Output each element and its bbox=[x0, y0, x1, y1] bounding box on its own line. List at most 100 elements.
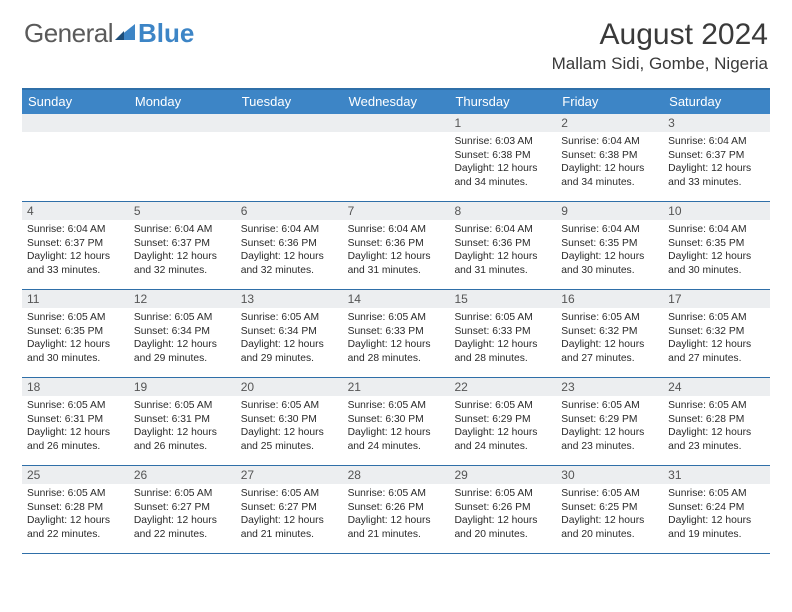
day-cell: 30Sunrise: 6:05 AMSunset: 6:25 PMDayligh… bbox=[556, 466, 663, 553]
sunrise-text: Sunrise: 6:05 AM bbox=[134, 487, 231, 501]
daylight-text: Daylight: 12 hours and 27 minutes. bbox=[561, 338, 658, 365]
day-content: Sunrise: 6:05 AMSunset: 6:29 PMDaylight:… bbox=[556, 396, 663, 458]
daylight-text: Daylight: 12 hours and 32 minutes. bbox=[241, 250, 338, 277]
sunrise-text: Sunrise: 6:05 AM bbox=[241, 311, 338, 325]
weekday-header: Wednesday bbox=[343, 90, 450, 114]
weekday-header-row: Sunday Monday Tuesday Wednesday Thursday… bbox=[22, 90, 770, 114]
day-cell: 7Sunrise: 6:04 AMSunset: 6:36 PMDaylight… bbox=[343, 202, 450, 289]
week-row: 25Sunrise: 6:05 AMSunset: 6:28 PMDayligh… bbox=[22, 466, 770, 554]
day-cell: 15Sunrise: 6:05 AMSunset: 6:33 PMDayligh… bbox=[449, 290, 556, 377]
sunrise-text: Sunrise: 6:05 AM bbox=[241, 399, 338, 413]
sunset-text: Sunset: 6:33 PM bbox=[454, 325, 551, 339]
day-content: Sunrise: 6:05 AMSunset: 6:35 PMDaylight:… bbox=[22, 308, 129, 370]
week-row: 11Sunrise: 6:05 AMSunset: 6:35 PMDayligh… bbox=[22, 290, 770, 378]
day-content: Sunrise: 6:04 AMSunset: 6:36 PMDaylight:… bbox=[236, 220, 343, 282]
day-content: Sunrise: 6:05 AMSunset: 6:34 PMDaylight:… bbox=[129, 308, 236, 370]
day-cell: 17Sunrise: 6:05 AMSunset: 6:32 PMDayligh… bbox=[663, 290, 770, 377]
day-cell bbox=[343, 114, 450, 201]
day-content: Sunrise: 6:04 AMSunset: 6:37 PMDaylight:… bbox=[129, 220, 236, 282]
logo: General Blue bbox=[24, 18, 194, 49]
day-number: 7 bbox=[343, 202, 450, 220]
day-content: Sunrise: 6:05 AMSunset: 6:25 PMDaylight:… bbox=[556, 484, 663, 546]
sunrise-text: Sunrise: 6:05 AM bbox=[561, 487, 658, 501]
day-content: Sunrise: 6:05 AMSunset: 6:30 PMDaylight:… bbox=[343, 396, 450, 458]
sunset-text: Sunset: 6:31 PM bbox=[27, 413, 124, 427]
day-content: Sunrise: 6:05 AMSunset: 6:32 PMDaylight:… bbox=[663, 308, 770, 370]
day-content: Sunrise: 6:04 AMSunset: 6:38 PMDaylight:… bbox=[556, 132, 663, 194]
sunset-text: Sunset: 6:32 PM bbox=[668, 325, 765, 339]
day-number: 21 bbox=[343, 378, 450, 396]
day-number bbox=[129, 114, 236, 132]
location-subtitle: Mallam Sidi, Gombe, Nigeria bbox=[552, 54, 768, 74]
day-cell: 5Sunrise: 6:04 AMSunset: 6:37 PMDaylight… bbox=[129, 202, 236, 289]
daylight-text: Daylight: 12 hours and 34 minutes. bbox=[454, 162, 551, 189]
sunrise-text: Sunrise: 6:04 AM bbox=[348, 223, 445, 237]
day-number: 2 bbox=[556, 114, 663, 132]
day-content: Sunrise: 6:05 AMSunset: 6:34 PMDaylight:… bbox=[236, 308, 343, 370]
daylight-text: Daylight: 12 hours and 33 minutes. bbox=[27, 250, 124, 277]
day-cell: 26Sunrise: 6:05 AMSunset: 6:27 PMDayligh… bbox=[129, 466, 236, 553]
day-cell: 4Sunrise: 6:04 AMSunset: 6:37 PMDaylight… bbox=[22, 202, 129, 289]
day-number: 16 bbox=[556, 290, 663, 308]
day-number: 9 bbox=[556, 202, 663, 220]
sunrise-text: Sunrise: 6:05 AM bbox=[134, 311, 231, 325]
sunset-text: Sunset: 6:36 PM bbox=[454, 237, 551, 251]
day-number: 18 bbox=[22, 378, 129, 396]
day-cell: 16Sunrise: 6:05 AMSunset: 6:32 PMDayligh… bbox=[556, 290, 663, 377]
daylight-text: Daylight: 12 hours and 28 minutes. bbox=[348, 338, 445, 365]
sunrise-text: Sunrise: 6:04 AM bbox=[561, 223, 658, 237]
day-number: 20 bbox=[236, 378, 343, 396]
sunset-text: Sunset: 6:35 PM bbox=[561, 237, 658, 251]
daylight-text: Daylight: 12 hours and 22 minutes. bbox=[27, 514, 124, 541]
day-cell: 9Sunrise: 6:04 AMSunset: 6:35 PMDaylight… bbox=[556, 202, 663, 289]
day-content: Sunrise: 6:05 AMSunset: 6:33 PMDaylight:… bbox=[343, 308, 450, 370]
day-cell: 10Sunrise: 6:04 AMSunset: 6:35 PMDayligh… bbox=[663, 202, 770, 289]
day-content: Sunrise: 6:05 AMSunset: 6:28 PMDaylight:… bbox=[663, 396, 770, 458]
day-number: 3 bbox=[663, 114, 770, 132]
day-cell: 29Sunrise: 6:05 AMSunset: 6:26 PMDayligh… bbox=[449, 466, 556, 553]
day-content: Sunrise: 6:05 AMSunset: 6:27 PMDaylight:… bbox=[129, 484, 236, 546]
day-number bbox=[343, 114, 450, 132]
day-cell: 11Sunrise: 6:05 AMSunset: 6:35 PMDayligh… bbox=[22, 290, 129, 377]
weekday-header: Saturday bbox=[663, 90, 770, 114]
day-number: 13 bbox=[236, 290, 343, 308]
sunset-text: Sunset: 6:37 PM bbox=[27, 237, 124, 251]
day-content: Sunrise: 6:05 AMSunset: 6:31 PMDaylight:… bbox=[129, 396, 236, 458]
day-cell: 8Sunrise: 6:04 AMSunset: 6:36 PMDaylight… bbox=[449, 202, 556, 289]
sunset-text: Sunset: 6:27 PM bbox=[241, 501, 338, 515]
daylight-text: Daylight: 12 hours and 26 minutes. bbox=[134, 426, 231, 453]
sunrise-text: Sunrise: 6:05 AM bbox=[561, 399, 658, 413]
daylight-text: Daylight: 12 hours and 30 minutes. bbox=[27, 338, 124, 365]
sunrise-text: Sunrise: 6:04 AM bbox=[668, 223, 765, 237]
daylight-text: Daylight: 12 hours and 23 minutes. bbox=[668, 426, 765, 453]
daylight-text: Daylight: 12 hours and 31 minutes. bbox=[454, 250, 551, 277]
title-block: August 2024 Mallam Sidi, Gombe, Nigeria bbox=[552, 18, 768, 74]
sunset-text: Sunset: 6:37 PM bbox=[668, 149, 765, 163]
day-number: 27 bbox=[236, 466, 343, 484]
day-content: Sunrise: 6:05 AMSunset: 6:32 PMDaylight:… bbox=[556, 308, 663, 370]
weekday-header: Thursday bbox=[449, 90, 556, 114]
sunrise-text: Sunrise: 6:05 AM bbox=[348, 311, 445, 325]
daylight-text: Daylight: 12 hours and 26 minutes. bbox=[27, 426, 124, 453]
sunrise-text: Sunrise: 6:05 AM bbox=[454, 487, 551, 501]
daylight-text: Daylight: 12 hours and 20 minutes. bbox=[454, 514, 551, 541]
sunset-text: Sunset: 6:34 PM bbox=[241, 325, 338, 339]
sunrise-text: Sunrise: 6:04 AM bbox=[241, 223, 338, 237]
day-content: Sunrise: 6:05 AMSunset: 6:30 PMDaylight:… bbox=[236, 396, 343, 458]
day-content: Sunrise: 6:04 AMSunset: 6:35 PMDaylight:… bbox=[663, 220, 770, 282]
daylight-text: Daylight: 12 hours and 34 minutes. bbox=[561, 162, 658, 189]
day-cell bbox=[236, 114, 343, 201]
sunset-text: Sunset: 6:29 PM bbox=[561, 413, 658, 427]
weekday-header: Monday bbox=[129, 90, 236, 114]
day-cell: 21Sunrise: 6:05 AMSunset: 6:30 PMDayligh… bbox=[343, 378, 450, 465]
day-cell: 25Sunrise: 6:05 AMSunset: 6:28 PMDayligh… bbox=[22, 466, 129, 553]
sunset-text: Sunset: 6:28 PM bbox=[27, 501, 124, 515]
sunrise-text: Sunrise: 6:05 AM bbox=[668, 399, 765, 413]
weekday-header: Sunday bbox=[22, 90, 129, 114]
weekday-header: Tuesday bbox=[236, 90, 343, 114]
day-content: Sunrise: 6:05 AMSunset: 6:27 PMDaylight:… bbox=[236, 484, 343, 546]
day-cell: 14Sunrise: 6:05 AMSunset: 6:33 PMDayligh… bbox=[343, 290, 450, 377]
day-cell bbox=[129, 114, 236, 201]
day-content: Sunrise: 6:04 AMSunset: 6:36 PMDaylight:… bbox=[343, 220, 450, 282]
day-cell: 23Sunrise: 6:05 AMSunset: 6:29 PMDayligh… bbox=[556, 378, 663, 465]
